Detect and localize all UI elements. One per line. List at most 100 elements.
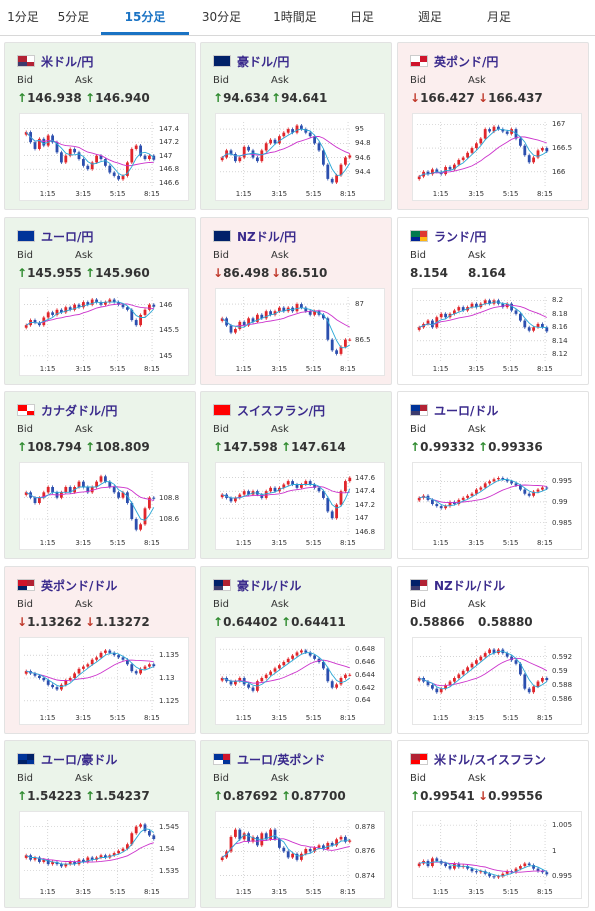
tab-7[interactable]: 週足: [417, 10, 442, 24]
candle-body: [260, 314, 264, 319]
mini-candlestick-chart[interactable]: 1.005 1 0.995 1:15 3:15 5:15 8:15: [412, 811, 582, 899]
mini-candlestick-chart[interactable]: 8.2 8.18 8.16 8.14 8.12 1:15 3:15 5:15 8:15: [412, 288, 582, 376]
currency-card[interactable]: 豪ドル/円 Bid Ask ↑94.634 ↑94.641 95 94.8 94.6 94.4 1…: [200, 42, 392, 210]
mini-candlestick-chart[interactable]: 87 86.5 1:15 3:15 5:15 8:15: [215, 288, 385, 376]
tab-2[interactable]: 5分足: [57, 10, 90, 24]
candle-body: [95, 481, 99, 487]
ask-value: 8.164: [468, 266, 506, 280]
candle-body: [68, 861, 72, 865]
tab-3[interactable]: 15分足: [101, 0, 189, 35]
candle-body: [103, 159, 107, 166]
currency-card[interactable]: NZドル/ドル Bid Ask 0.58866 0.58880 0.592 0.59 0.58…: [397, 566, 589, 734]
ma-long-line: [419, 861, 547, 873]
candle-body: [510, 656, 514, 661]
candle-body: [435, 688, 439, 693]
mini-candlestick-chart[interactable]: 167 166.5 166 1:15 3:15 5:15 8:15: [412, 113, 582, 201]
candle-body: [295, 125, 299, 133]
mini-candlestick-chart[interactable]: 147.4 147.2 147 146.8 146.6 1:15 3:15 5:15 8:15: [19, 113, 189, 201]
currency-card[interactable]: スイスフラン/円 Bid Ask ↑147.598 ↑147.614 147.6 147.4…: [200, 391, 392, 559]
y-tick-label: 8.16: [552, 323, 568, 332]
candle-body: [81, 302, 85, 308]
bid-label: Bid: [17, 250, 33, 261]
candle-body: [42, 492, 46, 498]
pair-title[interactable]: ユーロ/ドル: [434, 403, 499, 418]
arrow-down-icon: ↓: [85, 615, 96, 629]
candle-body: [321, 314, 325, 319]
pair-title[interactable]: ユーロ/円: [41, 229, 94, 244]
pair-title[interactable]: カナダドル/円: [41, 403, 118, 418]
currency-card[interactable]: 英ポンド/円 Bid Ask ↓166.427 ↓166.437 167 166.5 166 1…: [397, 42, 589, 210]
tab-8[interactable]: 月足: [486, 10, 511, 24]
currency-card[interactable]: 米ドル/円 Bid Ask ↑146.938 ↑146.940 147.4 147.2 147…: [4, 42, 196, 210]
tab-5[interactable]: 1時間足: [273, 10, 317, 24]
y-tick-label: 1.125: [159, 696, 180, 705]
candle-body: [282, 307, 286, 312]
pair-title[interactable]: 英ポンド/ドル: [41, 578, 118, 593]
candle-body: [264, 833, 268, 840]
currency-card[interactable]: 豪ドル/ドル Bid Ask ↑0.64402 ↑0.64411 0.648 0.646 0.…: [200, 566, 392, 734]
candle-body: [439, 688, 443, 693]
pair-title[interactable]: ランド/円: [434, 229, 487, 244]
candle-body: [317, 845, 321, 848]
currency-card[interactable]: NZドル/円 Bid Ask ↓86.498 ↓86.510 87 86.5 1:15 3:15…: [200, 217, 392, 385]
pair-title[interactable]: 豪ドル/ドル: [237, 578, 302, 593]
currency-card[interactable]: ランド/円 Bid Ask 8.154 8.164 8.2 8.18 8.16 8.14 8.12…: [397, 217, 589, 385]
candle-body: [233, 154, 237, 162]
mini-candlestick-chart[interactable]: 1.135 1.13 1.125 1:15 3:15 5:15 8:15: [19, 637, 189, 725]
candle-body: [496, 126, 500, 130]
pair-title[interactable]: 米ドル/スイスフラン: [434, 752, 547, 767]
candle-body: [339, 836, 343, 840]
mini-candlestick-chart[interactable]: 146 145.5 145 1:15 3:15 5:15 8:15: [19, 288, 189, 376]
candle-body: [448, 866, 452, 869]
currency-card[interactable]: 英ポンド/ドル Bid Ask ↓1.13262 ↓1.13272 1.135 1.13 1.…: [4, 566, 196, 734]
pair-title[interactable]: ユーロ/豪ドル: [41, 752, 118, 767]
tab-6[interactable]: 日足: [349, 10, 374, 24]
currency-card[interactable]: ユーロ/豪ドル Bid Ask ↑1.54223 ↑1.54237 1.545 1.54 1.…: [4, 740, 196, 908]
pair-title[interactable]: NZドル/円: [237, 229, 297, 244]
currency-card[interactable]: ユーロ/ドル Bid Ask ↑0.99332 ↑0.99336 0.995 0.99 0.9…: [397, 391, 589, 559]
y-tick-label: 0.874: [355, 871, 376, 880]
pair-title[interactable]: NZドル/ドル: [434, 578, 506, 593]
candle-body: [112, 487, 116, 493]
currency-card[interactable]: ユーロ/円 Bid Ask ↑145.955 ↑145.960 146 145.5 145 1:…: [4, 217, 196, 385]
tab-1[interactable]: 1分足: [7, 10, 39, 24]
flag-icon: [213, 579, 231, 591]
pair-title[interactable]: 英ポンド/円: [434, 54, 499, 69]
candle-body: [313, 311, 317, 315]
mini-candlestick-chart[interactable]: 0.648 0.646 0.644 0.642 0.64 1:15 3:15 5:15 8:15: [215, 637, 385, 725]
bid-value: 146.938: [27, 91, 82, 105]
mini-candlestick-chart[interactable]: 1.545 1.54 1.535 1:15 3:15 5:15 8:15: [19, 811, 189, 899]
tab-4[interactable]: 30分足: [201, 10, 242, 24]
mini-candlestick-chart[interactable]: 95 94.8 94.6 94.4 1:15 3:15 5:15 8:15: [215, 113, 385, 201]
pair-title[interactable]: スイスフラン/円: [237, 403, 326, 418]
mini-candlestick-chart[interactable]: 108.8 108.6 1:15 3:15 5:15 8:15: [19, 462, 189, 550]
mini-candlestick-chart[interactable]: 147.6 147.4 147.2 147 146.8 1:15 3:15 5:15 8:15: [215, 462, 385, 550]
candle-body: [125, 162, 129, 176]
currency-card[interactable]: ユーロ/英ポンド Bid Ask ↑0.87692 ↑0.87700 0.878 0.876…: [200, 740, 392, 908]
pair-title[interactable]: 米ドル/円: [41, 54, 94, 69]
candle-body: [466, 667, 470, 671]
candle-body: [68, 678, 72, 681]
candle-body: [51, 861, 55, 865]
pair-title[interactable]: 豪ドル/円: [237, 54, 290, 69]
ask-price: ↑94.641: [271, 91, 327, 105]
mini-candlestick-chart[interactable]: 0.995 0.99 0.985 1:15 3:15 5:15 8:15: [412, 462, 582, 550]
ask-label: Ask: [271, 250, 289, 261]
candle-body: [81, 481, 85, 487]
candle-body: [492, 649, 496, 654]
currency-card[interactable]: カナダドル/円 Bid Ask ↑108.794 ↑108.809 108.8 108.6 1…: [4, 391, 196, 559]
candle-body: [139, 314, 143, 326]
currency-card[interactable]: 米ドル/スイスフラン Bid Ask ↑0.99541 ↓0.99556 1.005 1 0.…: [397, 740, 589, 908]
candle-body: [518, 663, 522, 675]
candle-body: [321, 491, 325, 498]
candle-body: [130, 148, 134, 163]
x-tick-label: 3:15: [468, 190, 485, 198]
candle-body: [46, 859, 50, 865]
candle-body: [220, 678, 224, 681]
candle-body: [273, 139, 277, 144]
mini-candlestick-chart[interactable]: 0.878 0.876 0.874 1:15 3:15 5:15 8:15: [215, 811, 385, 899]
candle-body: [523, 320, 527, 328]
pair-title[interactable]: ユーロ/英ポンド: [237, 752, 326, 767]
mini-candlestick-chart[interactable]: 0.592 0.59 0.588 0.586 1:15 3:15 5:15 8:15: [412, 637, 582, 725]
candle-body: [444, 313, 448, 318]
